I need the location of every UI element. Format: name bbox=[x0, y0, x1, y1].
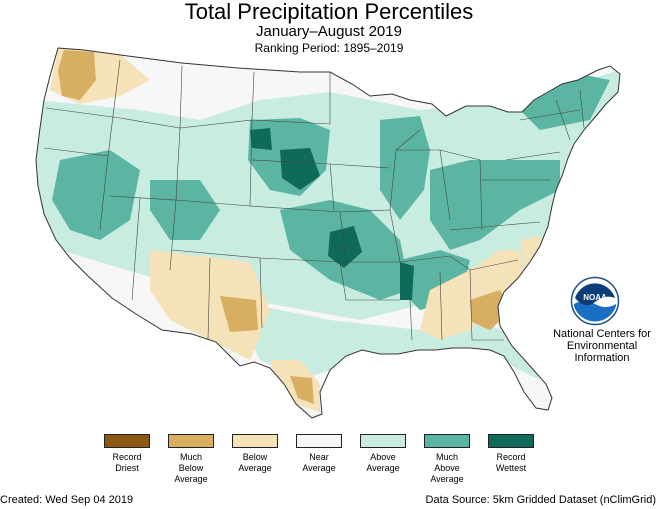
legend-item-record-wettest: Record Wettest bbox=[479, 434, 543, 474]
legend-item-much-below: Much Below Average bbox=[159, 434, 223, 485]
org-line: Information bbox=[574, 352, 630, 364]
legend-label: Much Above Average bbox=[430, 452, 464, 484]
legend-swatch bbox=[296, 434, 342, 448]
legend-label: Near Average bbox=[302, 452, 336, 473]
legend-swatch bbox=[488, 434, 534, 448]
logo-wordmark: NOAA bbox=[583, 293, 607, 302]
legend-item-near: Near Average bbox=[287, 434, 351, 474]
created-date: Created: Wed Sep 04 2019 bbox=[0, 494, 134, 506]
org-line: National Centers for bbox=[553, 328, 651, 340]
legend-label: Record Driest bbox=[112, 452, 142, 473]
map-title: Total Precipitation Percentiles bbox=[184, 0, 474, 24]
noaa-organization: National Centers for Environmental Infor… bbox=[548, 328, 656, 364]
legend-label: Below Average bbox=[238, 452, 272, 473]
legend: Record Driest Much Below Average Below A… bbox=[95, 434, 565, 494]
map-subtitle: January–August 2019 bbox=[256, 23, 402, 40]
org-line: Environmental bbox=[566, 340, 638, 352]
legend-item-above: Above Average bbox=[351, 434, 415, 474]
legend-item-below: Below Average bbox=[223, 434, 287, 474]
noaa-logo-icon: NOAA bbox=[570, 276, 620, 326]
legend-item-much-above: Much Above Average bbox=[415, 434, 479, 485]
legend-label: Above Average bbox=[366, 452, 400, 473]
legend-swatch bbox=[232, 434, 278, 448]
legend-label: Record Wettest bbox=[495, 452, 527, 473]
legend-item-record-driest: Record Driest bbox=[95, 434, 159, 474]
legend-swatch bbox=[424, 434, 470, 448]
legend-swatch bbox=[360, 434, 406, 448]
legend-label: Much Below Average bbox=[174, 452, 208, 484]
state-boundaries bbox=[43, 59, 585, 341]
legend-swatch bbox=[168, 434, 214, 448]
data-source: Data Source: 5km Gridded Dataset (nClimG… bbox=[425, 494, 656, 506]
legend-swatch bbox=[104, 434, 150, 448]
ranking-period: Ranking Period: 1895–2019 bbox=[254, 41, 404, 55]
